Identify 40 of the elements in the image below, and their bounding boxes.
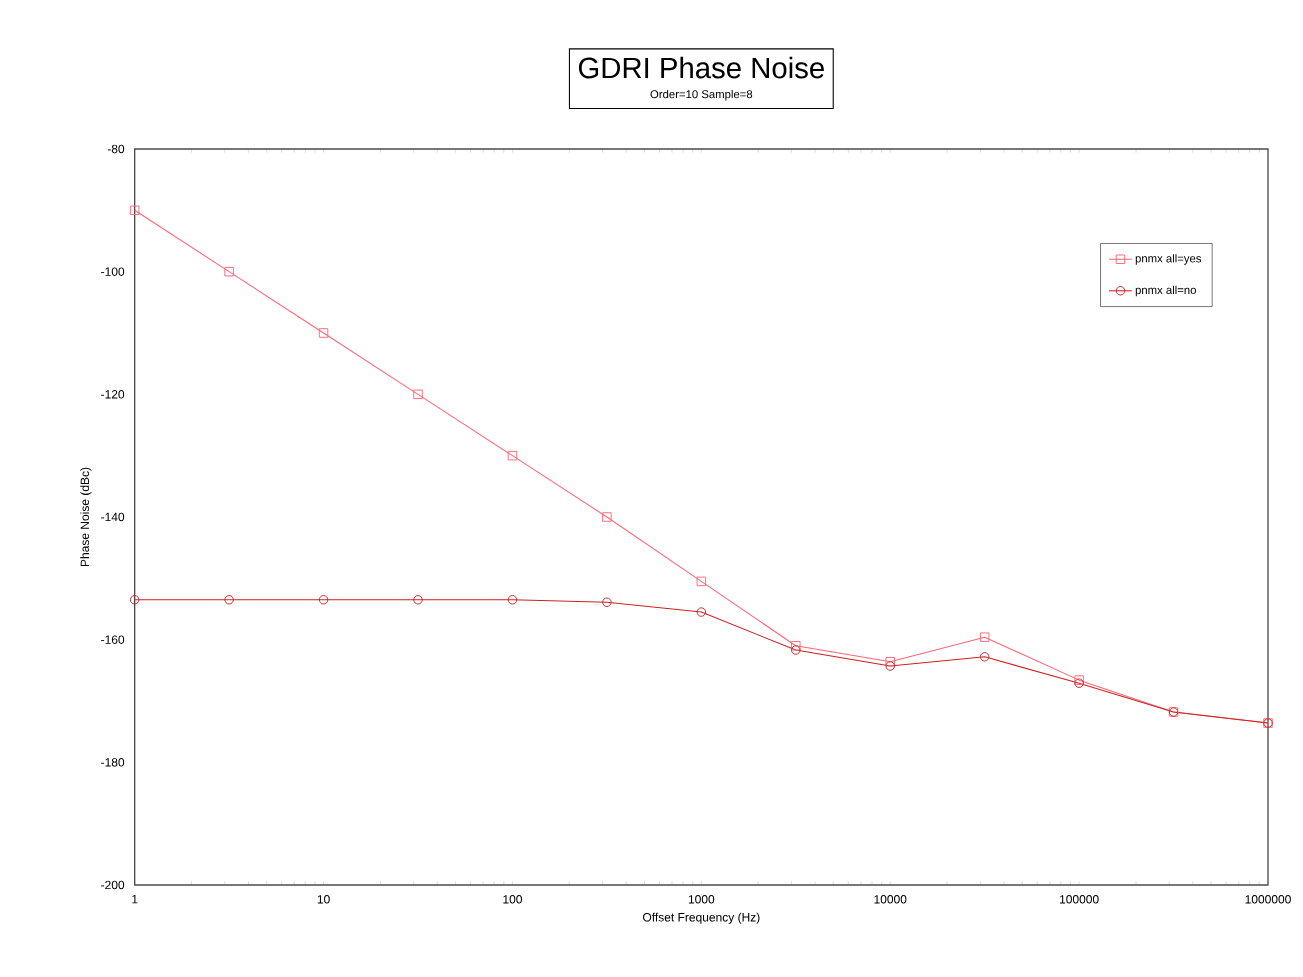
point — [507, 595, 518, 605]
point — [129, 205, 140, 216]
y-tick-label: -200 — [101, 880, 125, 890]
point — [224, 266, 234, 277]
x-tick-label: 100000 — [1060, 895, 1099, 904]
point — [602, 512, 612, 522]
y-tick-label: -80 — [107, 144, 125, 154]
x-axis-title: Offset Frequency (Hz) — [643, 912, 760, 924]
point — [507, 450, 518, 461]
point — [885, 657, 895, 667]
point — [696, 576, 707, 587]
point — [602, 597, 612, 607]
x-tick-label: 1000 — [688, 895, 715, 904]
point — [129, 595, 140, 605]
point — [318, 595, 329, 605]
point — [224, 595, 234, 605]
y-axis-title: Phase Noise (dBc) — [80, 467, 92, 567]
x-tick-label: 1 — [132, 895, 138, 904]
x-tick-label: 1000000 — [1245, 895, 1291, 904]
y-tick-label: -160 — [101, 635, 125, 644]
point — [979, 652, 990, 662]
y-tick-label: -120 — [101, 390, 125, 399]
x-tick-label: 100 — [503, 895, 522, 904]
point — [979, 632, 990, 642]
chart-subtitle: Order=10 Sample=8 — [650, 89, 753, 101]
x-tick-label: 10 — [317, 895, 330, 904]
y-tick-label: -140 — [101, 512, 125, 522]
point — [791, 641, 801, 651]
point — [885, 661, 895, 671]
y-tick-label: -180 — [101, 758, 125, 767]
point — [413, 389, 423, 400]
point — [413, 595, 423, 605]
x-tick-label: 10000 — [874, 895, 907, 904]
legend-label: pnmx all=no — [1135, 285, 1196, 297]
point — [696, 607, 707, 617]
legend-label: pnmx all=yes — [1135, 254, 1202, 265]
chart-title: GDRI Phase Noise — [578, 56, 824, 79]
point — [318, 328, 329, 338]
y-tick-label: -100 — [101, 267, 125, 276]
point — [791, 645, 801, 655]
